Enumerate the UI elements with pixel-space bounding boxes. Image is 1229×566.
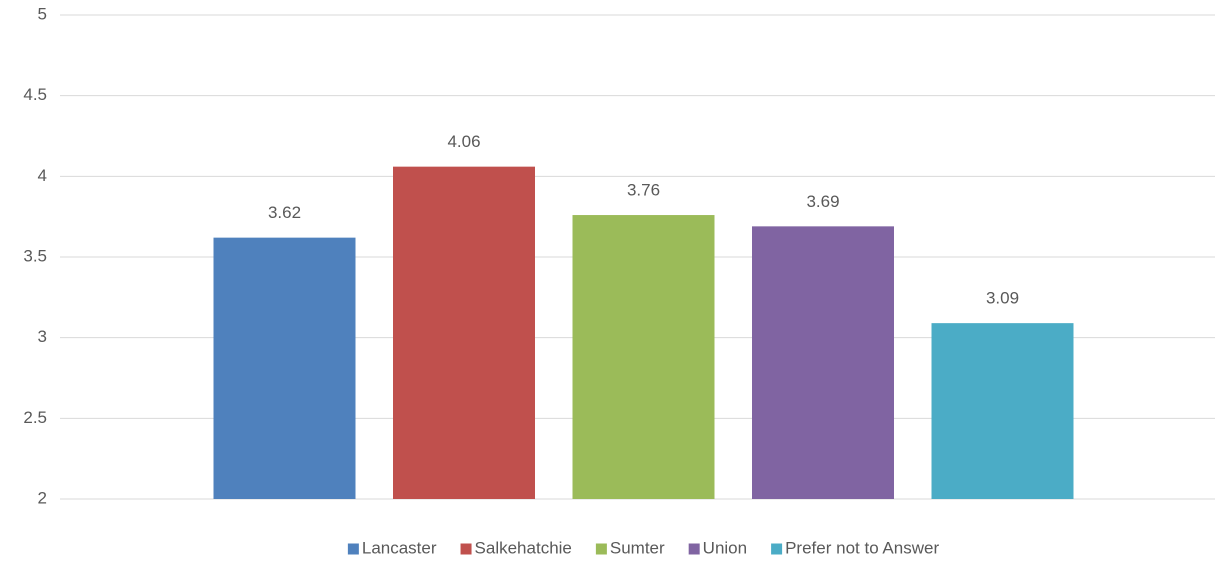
data-label: 3.62 bbox=[268, 203, 301, 222]
y-tick-label: 2 bbox=[38, 488, 47, 507]
bar bbox=[752, 226, 894, 499]
legend-swatch bbox=[460, 543, 472, 555]
data-label: 3.76 bbox=[627, 181, 660, 200]
legend-label: Sumter bbox=[610, 538, 665, 557]
bar bbox=[931, 323, 1074, 499]
legend-label: Union bbox=[703, 538, 747, 557]
data-label: 3.09 bbox=[986, 289, 1019, 308]
legend-swatch bbox=[771, 543, 783, 555]
legend-swatch bbox=[347, 543, 359, 555]
legend-swatch bbox=[595, 543, 607, 555]
legend-swatch bbox=[688, 543, 700, 555]
legend-label: Prefer not to Answer bbox=[785, 538, 939, 557]
y-tick-label: 2.5 bbox=[23, 408, 47, 427]
y-tick-label: 4 bbox=[38, 166, 47, 185]
y-tick-label: 3 bbox=[38, 327, 47, 346]
data-label: 3.69 bbox=[806, 192, 839, 211]
legend-label: Lancaster bbox=[362, 538, 437, 557]
y-tick-label: 3.5 bbox=[23, 246, 47, 265]
data-label: 4.06 bbox=[447, 132, 480, 151]
y-tick-label: 5 bbox=[38, 4, 47, 23]
bar bbox=[393, 166, 535, 500]
bar bbox=[213, 237, 356, 499]
legend-label: Salkehatchie bbox=[475, 538, 572, 557]
bar bbox=[572, 215, 715, 499]
y-tick-label: 4.5 bbox=[23, 85, 47, 104]
